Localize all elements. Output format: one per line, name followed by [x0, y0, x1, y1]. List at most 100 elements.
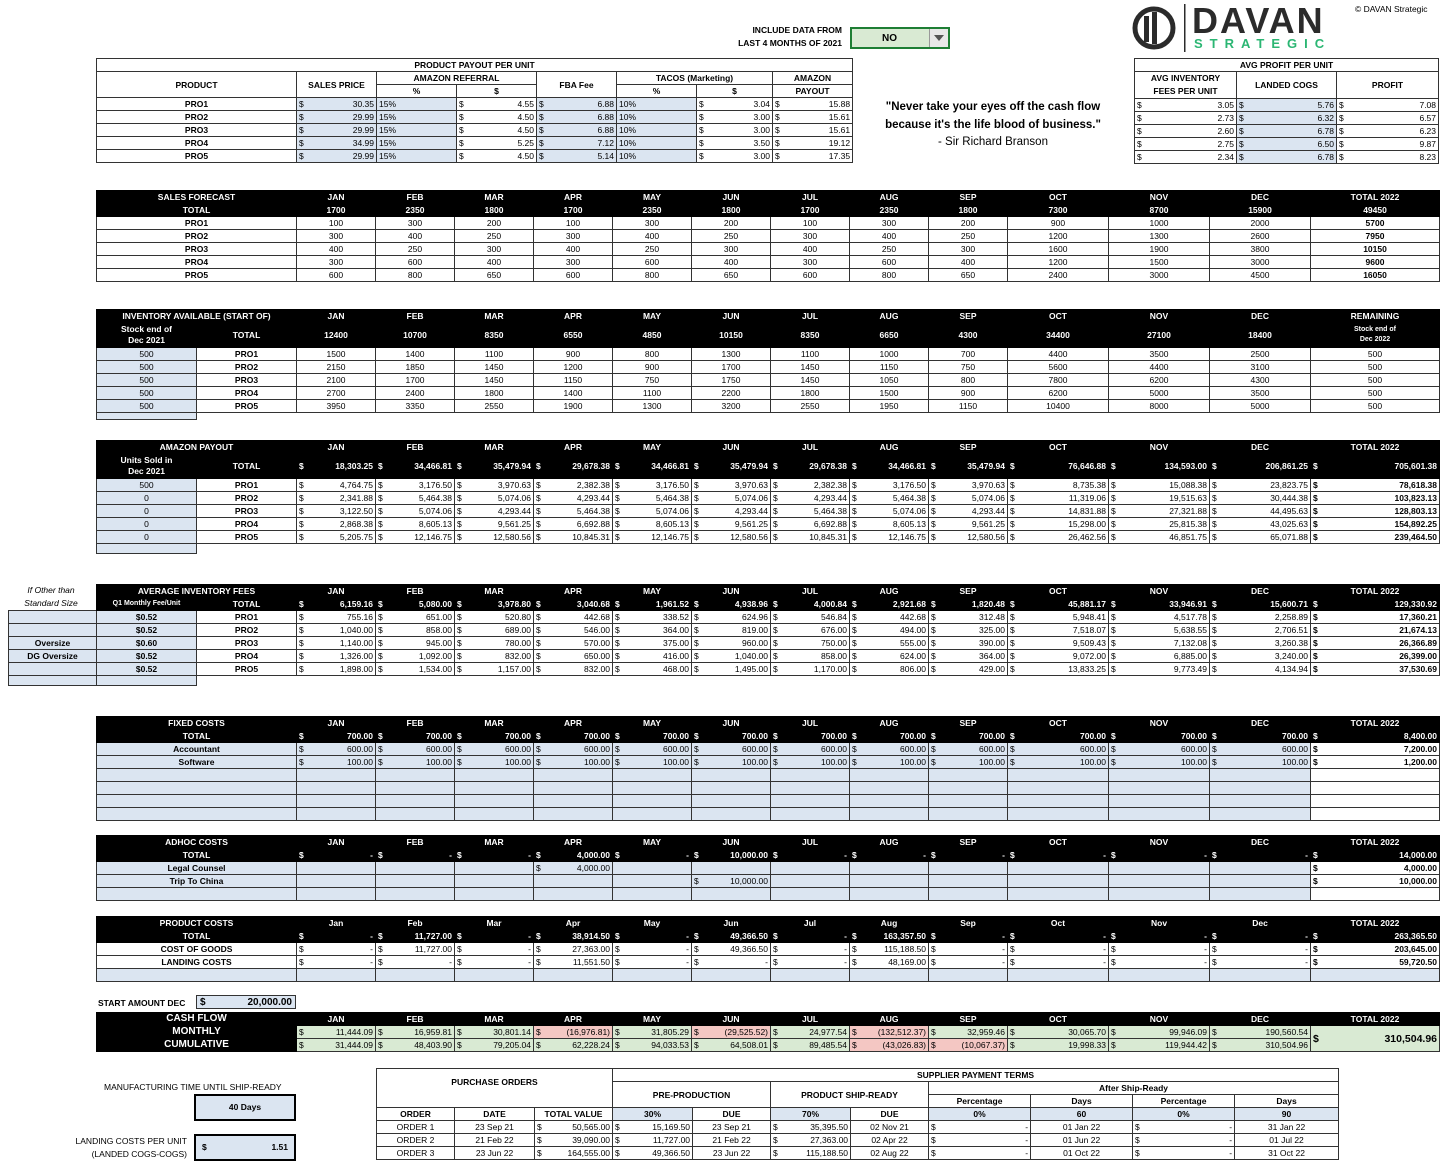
- forecast-cell[interactable]: 600: [375, 255, 456, 269]
- empty-cell[interactable]: [928, 861, 1008, 875]
- stock-input[interactable]: 500: [96, 399, 197, 413]
- amazon-pct[interactable]: 15%: [376, 110, 457, 124]
- landing-cost-input[interactable]: $1.51: [194, 1134, 296, 1161]
- forecast-cell[interactable]: 2000: [1209, 216, 1312, 230]
- forecast-cell[interactable]: 100: [296, 216, 377, 230]
- forecast-cell[interactable]: 1300: [1108, 229, 1211, 243]
- cost-cell[interactable]: $100.00: [1007, 755, 1109, 769]
- forecast-cell[interactable]: 2400: [1007, 268, 1110, 282]
- forecast-cell[interactable]: 200: [454, 216, 535, 230]
- forecast-cell[interactable]: 2600: [1209, 229, 1312, 243]
- forecast-cell[interactable]: 250: [691, 229, 772, 243]
- forecast-cell[interactable]: 1200: [1007, 229, 1110, 243]
- forecast-cell[interactable]: 250: [849, 242, 930, 256]
- forecast-cell[interactable]: 1900: [1108, 242, 1211, 256]
- empty-cell[interactable]: [1108, 861, 1210, 875]
- empty-cell[interactable]: [770, 861, 850, 875]
- cost-cell[interactable]: $600.00: [691, 742, 771, 756]
- cost-cell[interactable]: $100.00: [296, 755, 376, 769]
- landed-cogs[interactable]: $6.78: [1236, 124, 1337, 138]
- forecast-cell[interactable]: 900: [1007, 216, 1110, 230]
- forecast-cell[interactable]: 400: [296, 242, 377, 256]
- forecast-cell[interactable]: 300: [296, 229, 377, 243]
- chevron-down-icon[interactable]: [929, 29, 948, 47]
- cost-cell[interactable]: $100.00: [1209, 755, 1311, 769]
- cost-cell[interactable]: $600.00: [770, 742, 850, 756]
- cost-cell[interactable]: $100.00: [928, 755, 1008, 769]
- po-days-60[interactable]: 60: [1030, 1107, 1134, 1121]
- forecast-cell[interactable]: 1600: [1007, 242, 1110, 256]
- forecast-cell[interactable]: 800: [849, 268, 930, 282]
- empty-cell[interactable]: [612, 861, 692, 875]
- forecast-cell[interactable]: 300: [770, 229, 851, 243]
- forecast-cell[interactable]: 800: [612, 268, 693, 282]
- cost-cell[interactable]: $600.00: [296, 742, 376, 756]
- fee-input[interactable]: $0.52: [96, 649, 197, 663]
- empty-cell[interactable]: [375, 861, 455, 875]
- size-input[interactable]: DG Oversize: [8, 649, 97, 663]
- forecast-cell[interactable]: 100: [770, 216, 851, 230]
- fba-fee[interactable]: $6.88: [536, 97, 617, 111]
- units-input[interactable]: 500: [96, 478, 197, 492]
- forecast-cell[interactable]: 650: [691, 268, 772, 282]
- cost-cell[interactable]: $100.00: [1108, 755, 1210, 769]
- fba-fee[interactable]: $6.88: [536, 123, 617, 137]
- cost-cell[interactable]: $100.00: [612, 755, 692, 769]
- amazon-pct[interactable]: 15%: [376, 149, 457, 163]
- sales-price[interactable]: $29.99: [296, 123, 377, 137]
- fee-input[interactable]: $0.52: [96, 610, 197, 624]
- cost-cell[interactable]: $600.00: [533, 742, 613, 756]
- forecast-cell[interactable]: 200: [928, 216, 1009, 230]
- forecast-cell[interactable]: 400: [928, 255, 1009, 269]
- empty-cell[interactable]: [1007, 861, 1109, 875]
- forecast-cell[interactable]: 250: [928, 229, 1009, 243]
- forecast-cell[interactable]: 400: [612, 229, 693, 243]
- amazon-pct[interactable]: 15%: [376, 123, 457, 137]
- empty-cell[interactable]: [1209, 874, 1311, 888]
- forecast-cell[interactable]: 600: [849, 255, 930, 269]
- forecast-cell[interactable]: 300: [612, 216, 693, 230]
- forecast-cell[interactable]: 400: [691, 255, 772, 269]
- tacos-pct[interactable]: 10%: [616, 149, 697, 163]
- forecast-cell[interactable]: 1500: [1108, 255, 1211, 269]
- empty-cell[interactable]: [1007, 874, 1109, 888]
- forecast-cell[interactable]: 600: [770, 268, 851, 282]
- empty-cell[interactable]: [849, 861, 929, 875]
- po-days-90[interactable]: 90: [1234, 1107, 1340, 1121]
- cost-cell[interactable]: $600.00: [1007, 742, 1109, 756]
- forecast-cell[interactable]: 250: [612, 242, 693, 256]
- fba-fee[interactable]: $5.14: [536, 149, 617, 163]
- fee-input[interactable]: $0.52: [96, 623, 197, 637]
- fee-input[interactable]: $0.60: [96, 636, 197, 650]
- fba-fee[interactable]: $6.88: [536, 110, 617, 124]
- cost-cell[interactable]: $600.00: [1209, 742, 1311, 756]
- forecast-cell[interactable]: 400: [770, 242, 851, 256]
- empty-cell[interactable]: [849, 874, 929, 888]
- size-input[interactable]: Oversize: [8, 636, 97, 650]
- forecast-cell[interactable]: 300: [849, 216, 930, 230]
- fba-fee[interactable]: $7.12: [536, 136, 617, 150]
- landed-cogs[interactable]: $5.76: [1236, 98, 1337, 112]
- empty-cell[interactable]: [296, 874, 376, 888]
- cost-name[interactable]: Software: [96, 755, 297, 769]
- cost-cell[interactable]: $4,000.00: [533, 861, 613, 875]
- cost-cell[interactable]: $600.00: [1108, 742, 1210, 756]
- landed-cogs[interactable]: $6.50: [1236, 137, 1337, 151]
- amazon-pct[interactable]: 15%: [376, 136, 457, 150]
- cost-cell[interactable]: $600.00: [375, 742, 455, 756]
- tacos-pct[interactable]: 10%: [616, 97, 697, 111]
- start-amount-input[interactable]: $20,000.00: [196, 995, 296, 1009]
- forecast-cell[interactable]: 300: [533, 255, 614, 269]
- cost-cell[interactable]: $100.00: [454, 755, 534, 769]
- forecast-cell[interactable]: 200: [691, 216, 772, 230]
- forecast-cell[interactable]: 600: [296, 268, 377, 282]
- po-pct-0b[interactable]: 0%: [1132, 1107, 1236, 1121]
- po-pct-0a[interactable]: 0%: [928, 1107, 1032, 1121]
- cost-cell[interactable]: $100.00: [849, 755, 929, 769]
- empty-cell[interactable]: [375, 874, 455, 888]
- forecast-cell[interactable]: 800: [375, 268, 456, 282]
- po-pct-70[interactable]: 70%: [770, 1107, 852, 1121]
- empty-cell[interactable]: [612, 874, 692, 888]
- cost-cell[interactable]: $600.00: [612, 742, 692, 756]
- empty-cell[interactable]: [533, 874, 613, 888]
